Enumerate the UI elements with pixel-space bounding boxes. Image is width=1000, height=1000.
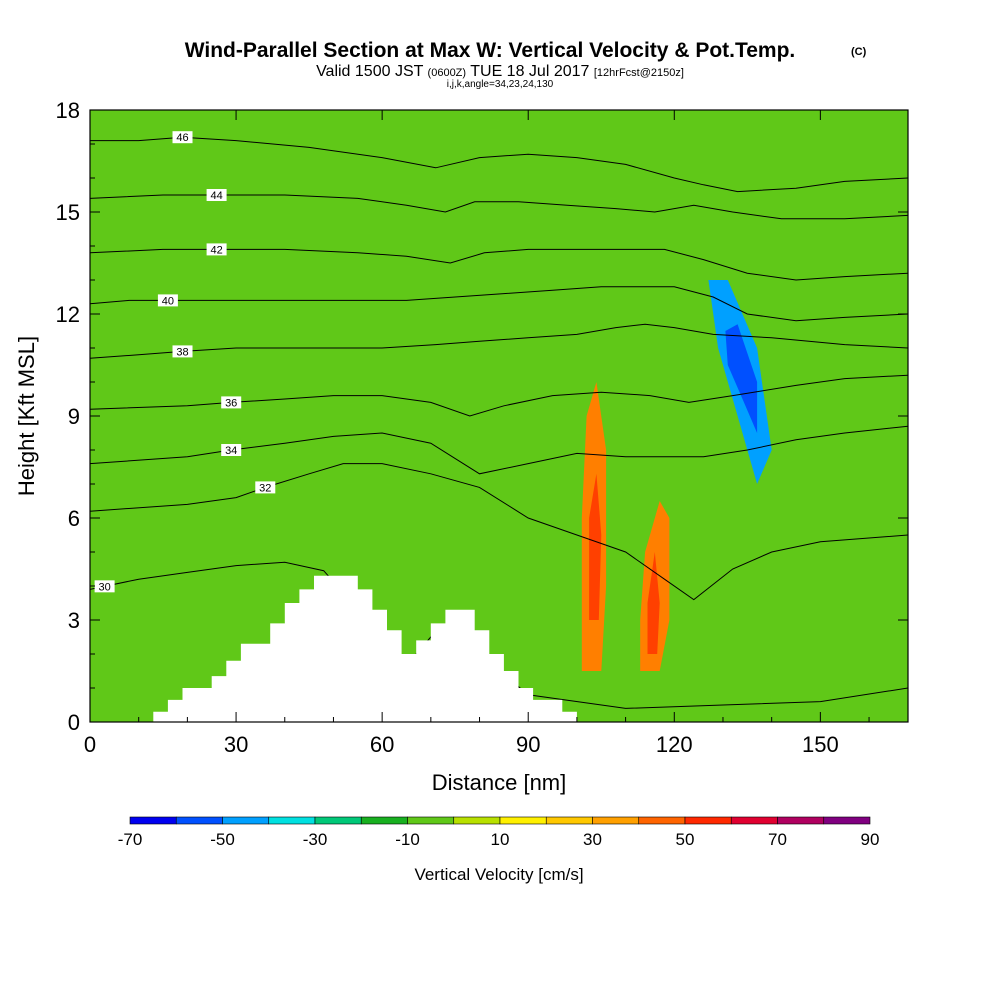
colorbar-tick-label: 10 xyxy=(491,830,510,849)
isentrope-label-30: 30 xyxy=(98,581,110,593)
y-tick-label: 3 xyxy=(68,608,80,633)
colorbar-tick-label: 30 xyxy=(583,830,602,849)
isentrope-label-bg xyxy=(157,294,178,307)
colorbar-bin xyxy=(638,816,686,825)
colorbar-bin xyxy=(407,816,455,825)
x-tick-label: 0 xyxy=(84,732,96,757)
isentrope-label-44: 44 xyxy=(210,190,222,202)
isentrope-label-bg xyxy=(172,345,193,358)
y-tick-label: 15 xyxy=(56,200,80,225)
colorbar-bin xyxy=(730,816,778,825)
colorbar-bin xyxy=(222,816,270,825)
isentrope-label-32: 32 xyxy=(259,482,271,494)
colorbar-tick-label: -70 xyxy=(118,830,143,849)
field-background xyxy=(90,110,908,722)
colorbar-bin xyxy=(499,816,547,825)
colorbar-tick-label: 70 xyxy=(768,830,787,849)
isentrope-38 xyxy=(90,323,908,359)
colorbar-label: Vertical Velocity [cm/s] xyxy=(414,865,583,884)
isentrope-label-bg xyxy=(172,131,193,144)
colorbar-bin xyxy=(268,816,316,825)
isentrope-label-36: 36 xyxy=(225,397,237,409)
isentrope-46 xyxy=(90,136,908,193)
y-tick-label: 0 xyxy=(68,710,80,735)
isentrope-layer xyxy=(90,136,908,709)
y-tick-label: 18 xyxy=(56,98,80,123)
colorbar-tick-label: -30 xyxy=(303,830,328,849)
copyright-mark: (C) xyxy=(851,46,867,58)
velocity-fill-layer xyxy=(581,280,772,671)
chart-subtitle: Valid 1500 JST (0600Z) TUE 18 Jul 2017 [… xyxy=(316,63,684,80)
y-tick-label: 12 xyxy=(56,302,80,327)
colorbar-bin xyxy=(360,816,408,825)
isentrope-40 xyxy=(90,286,908,322)
colorbar-bin xyxy=(777,816,825,825)
velocity-band-updraft-core-104 xyxy=(589,473,602,620)
colorbar-bin xyxy=(684,816,732,825)
colorbar-tick-label: 90 xyxy=(861,830,880,849)
x-axis-label: Distance [nm] xyxy=(432,770,567,795)
forecast-info: [12hrFcst@2150z] xyxy=(594,67,684,79)
isentrope-label-40: 40 xyxy=(162,295,174,307)
colorbar-bin xyxy=(314,816,362,825)
isentrope-label-38: 38 xyxy=(176,346,188,358)
isentrope-34 xyxy=(90,425,908,475)
x-tick-label: 60 xyxy=(370,732,394,757)
colorbar-bin xyxy=(175,816,223,825)
colorbar-bin xyxy=(823,816,871,825)
isentrope-label-bg xyxy=(255,481,276,494)
x-tick-label: 120 xyxy=(656,732,693,757)
colorbar-bin xyxy=(453,816,501,825)
y-tick-label: 9 xyxy=(68,404,80,429)
isentrope-label-layer: 30 32 34 36 38 40 42 44 46 xyxy=(94,131,276,593)
isentrope-44 xyxy=(90,194,908,220)
colorbar-bin xyxy=(129,816,177,825)
x-tick-label: 150 xyxy=(802,732,839,757)
chart-title: Wind-Parallel Section at Max W: Vertical… xyxy=(185,39,796,62)
isentrope-label-bg xyxy=(94,580,115,593)
valid-zulu: (0600Z) xyxy=(428,67,467,79)
isentrope-label-bg xyxy=(221,444,242,456)
isentrope-label-bg xyxy=(206,189,227,201)
y-tick-label: 6 xyxy=(68,506,80,531)
colorbar-tick-label: -50 xyxy=(210,830,235,849)
x-tick-label: 30 xyxy=(224,732,248,757)
colorbar-tick-label: -10 xyxy=(395,830,420,849)
terrain-mask xyxy=(90,575,908,722)
isentrope-label-bg xyxy=(206,243,227,256)
colorbar-legend: -70 -50 -30 -10 10 30 50 70 90 xyxy=(118,816,880,849)
isentrope-36 xyxy=(90,374,908,417)
velocity-band-updraft-core-116 xyxy=(647,552,660,654)
valid-date: TUE 18 Jul 2017 xyxy=(470,63,589,80)
grid-indices: i,j,k,angle=34,23,24,130 xyxy=(447,79,554,90)
x-tick-label: 90 xyxy=(516,732,540,757)
isentrope-42 xyxy=(90,248,908,281)
velocity-band-downdraft-core-133 xyxy=(725,324,758,433)
plot-area: 30 32 34 36 38 40 42 44 46 xyxy=(90,110,908,722)
isentrope-label-46: 46 xyxy=(176,132,188,144)
colorbar-bin xyxy=(545,816,593,825)
colorbar-tick-label: 50 xyxy=(676,830,695,849)
isentrope-label-42: 42 xyxy=(210,244,222,256)
isentrope-label-34: 34 xyxy=(225,445,237,457)
valid-time: Valid 1500 JST xyxy=(316,63,424,80)
colorbar-bin xyxy=(592,816,640,825)
isentrope-label-bg xyxy=(221,396,242,409)
y-axis-label: Height [Kft MSL] xyxy=(14,336,39,496)
